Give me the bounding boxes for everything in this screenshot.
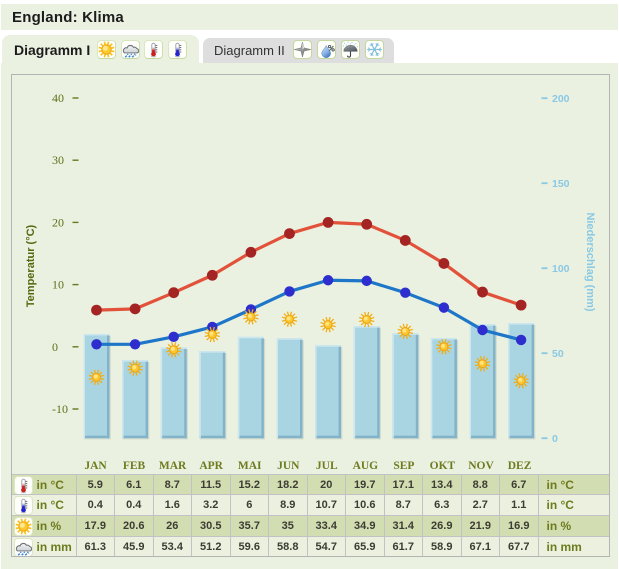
svg-text:0: 0 [52, 340, 58, 354]
svg-text:100: 100 [552, 263, 570, 275]
svg-text:20: 20 [52, 215, 64, 229]
svg-text:10: 10 [52, 278, 64, 292]
svg-text:Temperatur (°C): Temperatur (°C) [25, 224, 37, 307]
svg-text:MAR: MAR [159, 460, 187, 472]
svg-text:MAI: MAI [238, 460, 262, 472]
svg-text:JAN: JAN [84, 460, 107, 472]
svg-text:NOV: NOV [468, 460, 494, 472]
svg-text:FEB: FEB [123, 460, 146, 472]
svg-text:150: 150 [552, 178, 570, 190]
svg-text:JUL: JUL [316, 460, 338, 472]
svg-text:0: 0 [552, 433, 558, 445]
svg-text:APR: APR [199, 460, 223, 472]
svg-text:40: 40 [52, 91, 64, 105]
svg-text:-10: -10 [52, 402, 68, 416]
svg-text:30: 30 [52, 153, 64, 167]
svg-text:OKT: OKT [430, 460, 456, 472]
svg-text:200: 200 [552, 93, 570, 105]
svg-text:50: 50 [552, 348, 564, 360]
svg-text:AUG: AUG [353, 460, 379, 472]
svg-text:JUN: JUN [277, 460, 300, 472]
svg-text:Niederschlag (mm): Niederschlag (mm) [584, 212, 596, 311]
svg-text:DEZ: DEZ [508, 460, 532, 472]
svg-text:SEP: SEP [393, 460, 414, 472]
